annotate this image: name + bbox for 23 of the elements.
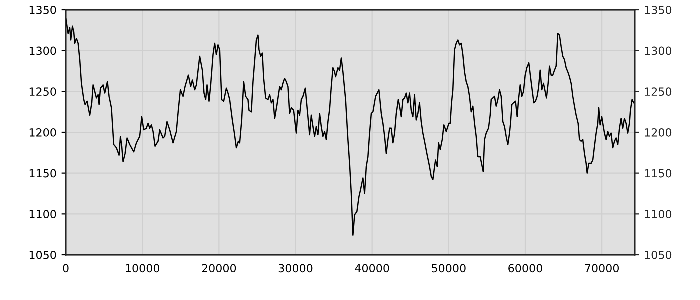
y2-tick-label: 1250 [645,88,672,96]
x-tick-label: 30000 [278,264,313,273]
line-series [66,18,635,236]
y-tick-label: 1150 [30,169,56,178]
x-tick-label: 20000 [202,264,236,273]
y2-tick-label: 1350 [645,6,672,14]
y2-tick-label: 1100 [645,210,672,219]
x-tick-label: 60000 [508,264,542,273]
x-tick-label: 40000 [355,264,390,273]
y2-tick-label: 1300 [645,46,672,56]
x-tick-label: 50000 [432,264,466,273]
x-tick-label: 70000 [585,264,620,273]
y-tick-label: 1050 [30,250,56,260]
y-tick-label: 1200 [30,128,56,137]
y-tick-label: 1300 [30,46,56,56]
y-tick-label: 1100 [30,210,56,219]
y-tick-label: 1250 [30,88,56,96]
y2-tick-label: 1200 [645,128,672,137]
y2-tick-label: 1050 [645,250,672,260]
x-tick-label: 0 [63,264,69,273]
y2-tick-label: 1150 [645,169,672,178]
x-tick-label: 10000 [126,264,160,273]
y-tick-label: 1350 [30,6,56,14]
